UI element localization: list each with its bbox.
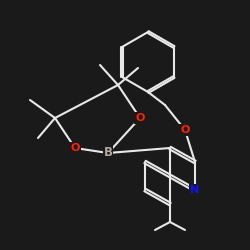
Text: O: O bbox=[180, 125, 190, 135]
Text: B: B bbox=[104, 146, 112, 160]
Text: N: N bbox=[190, 185, 200, 195]
Text: O: O bbox=[135, 113, 145, 123]
Text: O: O bbox=[70, 143, 80, 153]
